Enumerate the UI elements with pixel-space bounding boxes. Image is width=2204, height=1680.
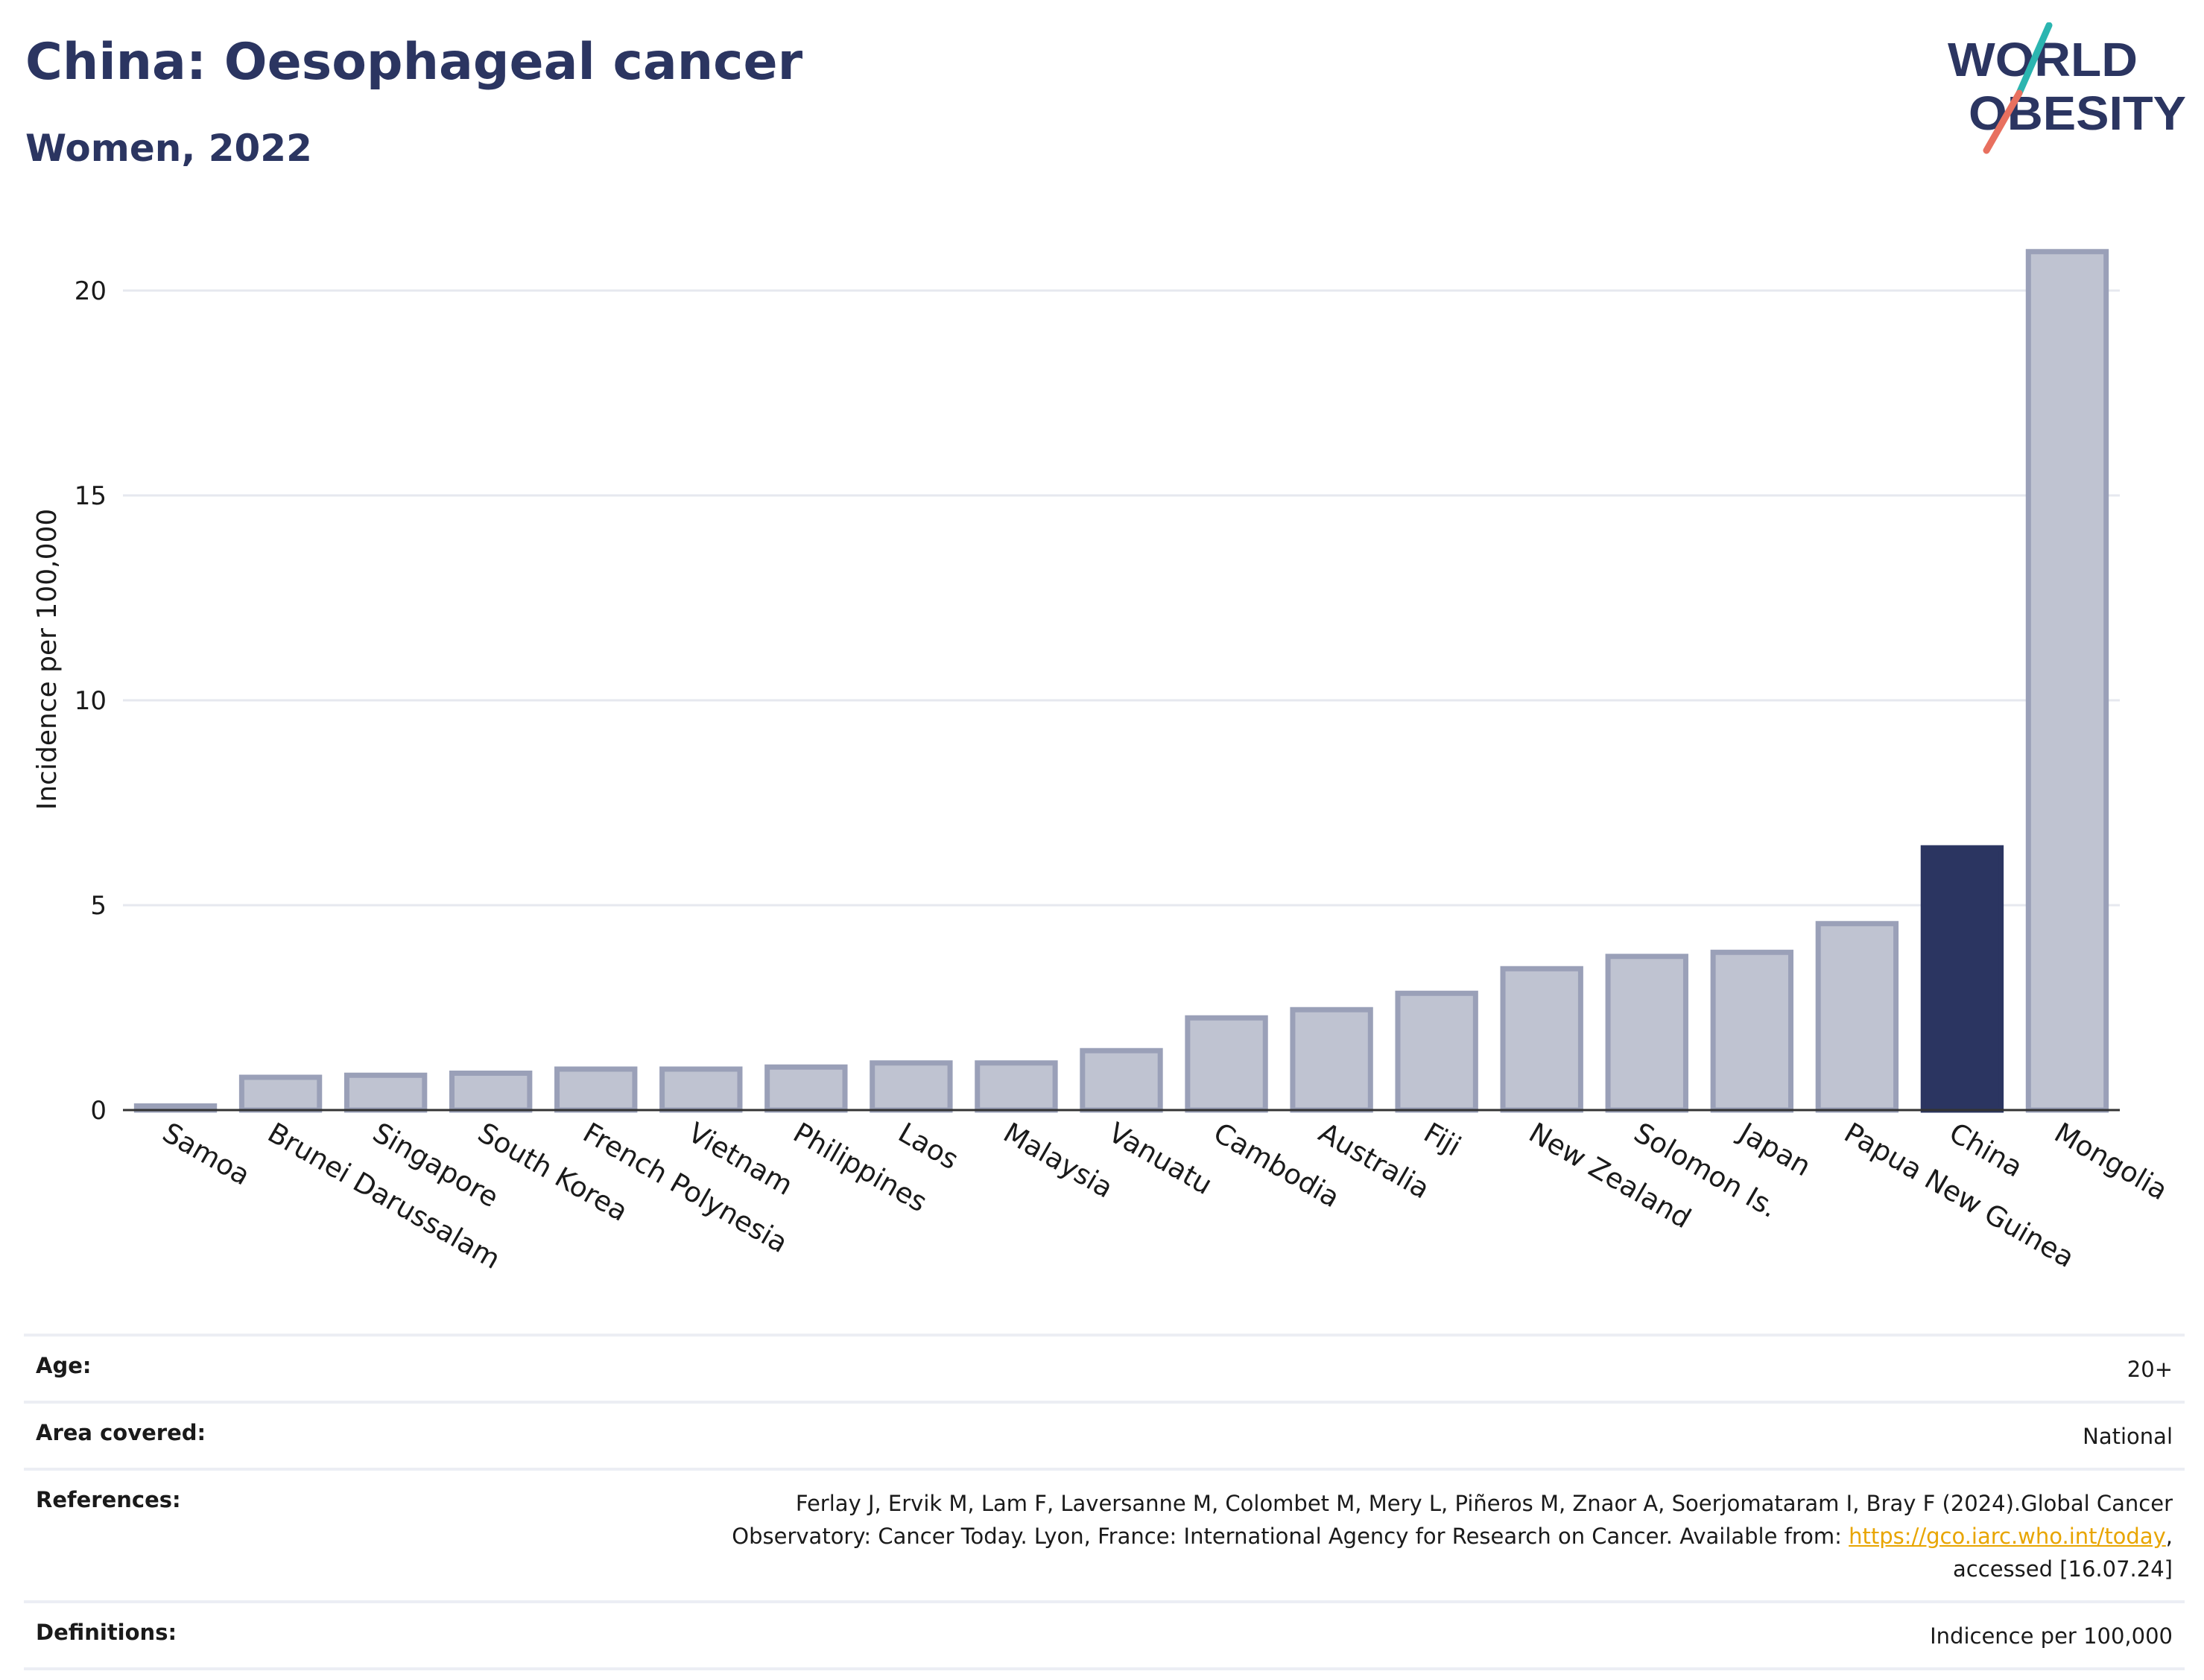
bar-malaysia[interactable]: [975, 1060, 1058, 1113]
bar-vietnam[interactable]: [659, 1066, 743, 1113]
x-tick-label: Mongolia: [2049, 1117, 2173, 1207]
bar-singapore[interactable]: [343, 1072, 428, 1113]
bar-laos[interactable]: [870, 1060, 953, 1113]
y-tick-label: 20: [75, 276, 107, 306]
y-axis-ticks: 0 5 10 15 20: [75, 276, 107, 1126]
bar-china[interactable]: [1920, 845, 2004, 1113]
references-line2-end: ,: [2165, 1524, 2173, 1549]
references-value: Ferlay J, Ervik M, Lam F, Laversanne M, …: [361, 1468, 2185, 1602]
references-label: References:: [24, 1468, 361, 1602]
definitions-label: Definitions:: [24, 1600, 361, 1670]
chart-subtitle: Women, 2022: [25, 127, 312, 170]
info-row-area: Area covered: National: [24, 1401, 2185, 1469]
logo-slash-coral: [1983, 89, 2023, 154]
x-tick-label: Samoa: [157, 1117, 256, 1192]
references-link[interactable]: https://gco.iarc.who.int/today: [1849, 1524, 2166, 1549]
definitions-value: Indicence per 100,000: [361, 1600, 2185, 1670]
bar-french-polynesia[interactable]: [554, 1066, 638, 1113]
bar-australia[interactable]: [1290, 1007, 1373, 1113]
info-row-age: Age: 20+: [24, 1334, 2185, 1402]
bar-solomon-is[interactable]: [1605, 954, 1688, 1113]
area-label: Area covered:: [24, 1401, 361, 1469]
bar-papua-new-guinea[interactable]: [1815, 921, 1899, 1113]
bar-cambodia[interactable]: [1185, 1015, 1268, 1113]
bars: [133, 249, 2109, 1113]
x-tick-label: Malaysia: [998, 1117, 1118, 1205]
bar-mongolia[interactable]: [2025, 249, 2109, 1113]
y-axis-label: Incidence per 100,000: [32, 509, 63, 811]
world-obesity-logo: WORLD OBESITY: [1948, 22, 2186, 154]
y-tick-label: 10: [75, 686, 107, 716]
y-tick-label: 0: [90, 1096, 107, 1126]
age-value: 20+: [361, 1334, 2185, 1402]
bar-new-zealand[interactable]: [1500, 966, 1583, 1113]
bar-philippines[interactable]: [764, 1064, 848, 1113]
x-tick-label: China: [1944, 1117, 2028, 1184]
x-tick-label: Fiji: [1419, 1117, 1466, 1163]
bar-south-korea[interactable]: [449, 1071, 533, 1113]
info-table: Age: 20+ Area covered: National Referenc…: [24, 1334, 2185, 1670]
y-tick-label: 5: [90, 891, 107, 921]
logo-text-obesity: OBESITY: [1969, 86, 2186, 140]
references-line3: accessed [16.07.24]: [1953, 1556, 2173, 1582]
bar-japan[interactable]: [1710, 949, 1794, 1113]
bar-brunei-darussalam[interactable]: [238, 1074, 323, 1113]
x-tick-label: Vanuatu: [1103, 1117, 1218, 1202]
info-row-references: References: Ferlay J, Ervik M, Lam F, La…: [24, 1468, 2185, 1602]
bar-fiji[interactable]: [1395, 990, 1478, 1113]
x-tick-label: Japan: [1732, 1116, 1817, 1183]
references-line1: Ferlay J, Ervik M, Lam F, Laversanne M, …: [795, 1491, 2173, 1516]
x-tick-label: Laos: [893, 1117, 963, 1176]
references-line2: Observatory: Cancer Today. Lyon, France:…: [732, 1524, 1849, 1549]
area-value: National: [361, 1401, 2185, 1469]
bar-chart: 0 5 10 15 20 Samoa Brunei DarussalamSingapore…: [32, 249, 2173, 1275]
chart-title: China: Oesophageal cancer: [25, 33, 803, 92]
bar-vanuatu[interactable]: [1080, 1047, 1163, 1113]
grid-lines: [123, 289, 2120, 907]
y-tick-label: 15: [75, 481, 107, 511]
age-label: Age:: [24, 1334, 361, 1402]
info-row-definitions: Definitions: Indicence per 100,000: [24, 1600, 2185, 1670]
logo-slash-teal: [2015, 22, 2053, 97]
